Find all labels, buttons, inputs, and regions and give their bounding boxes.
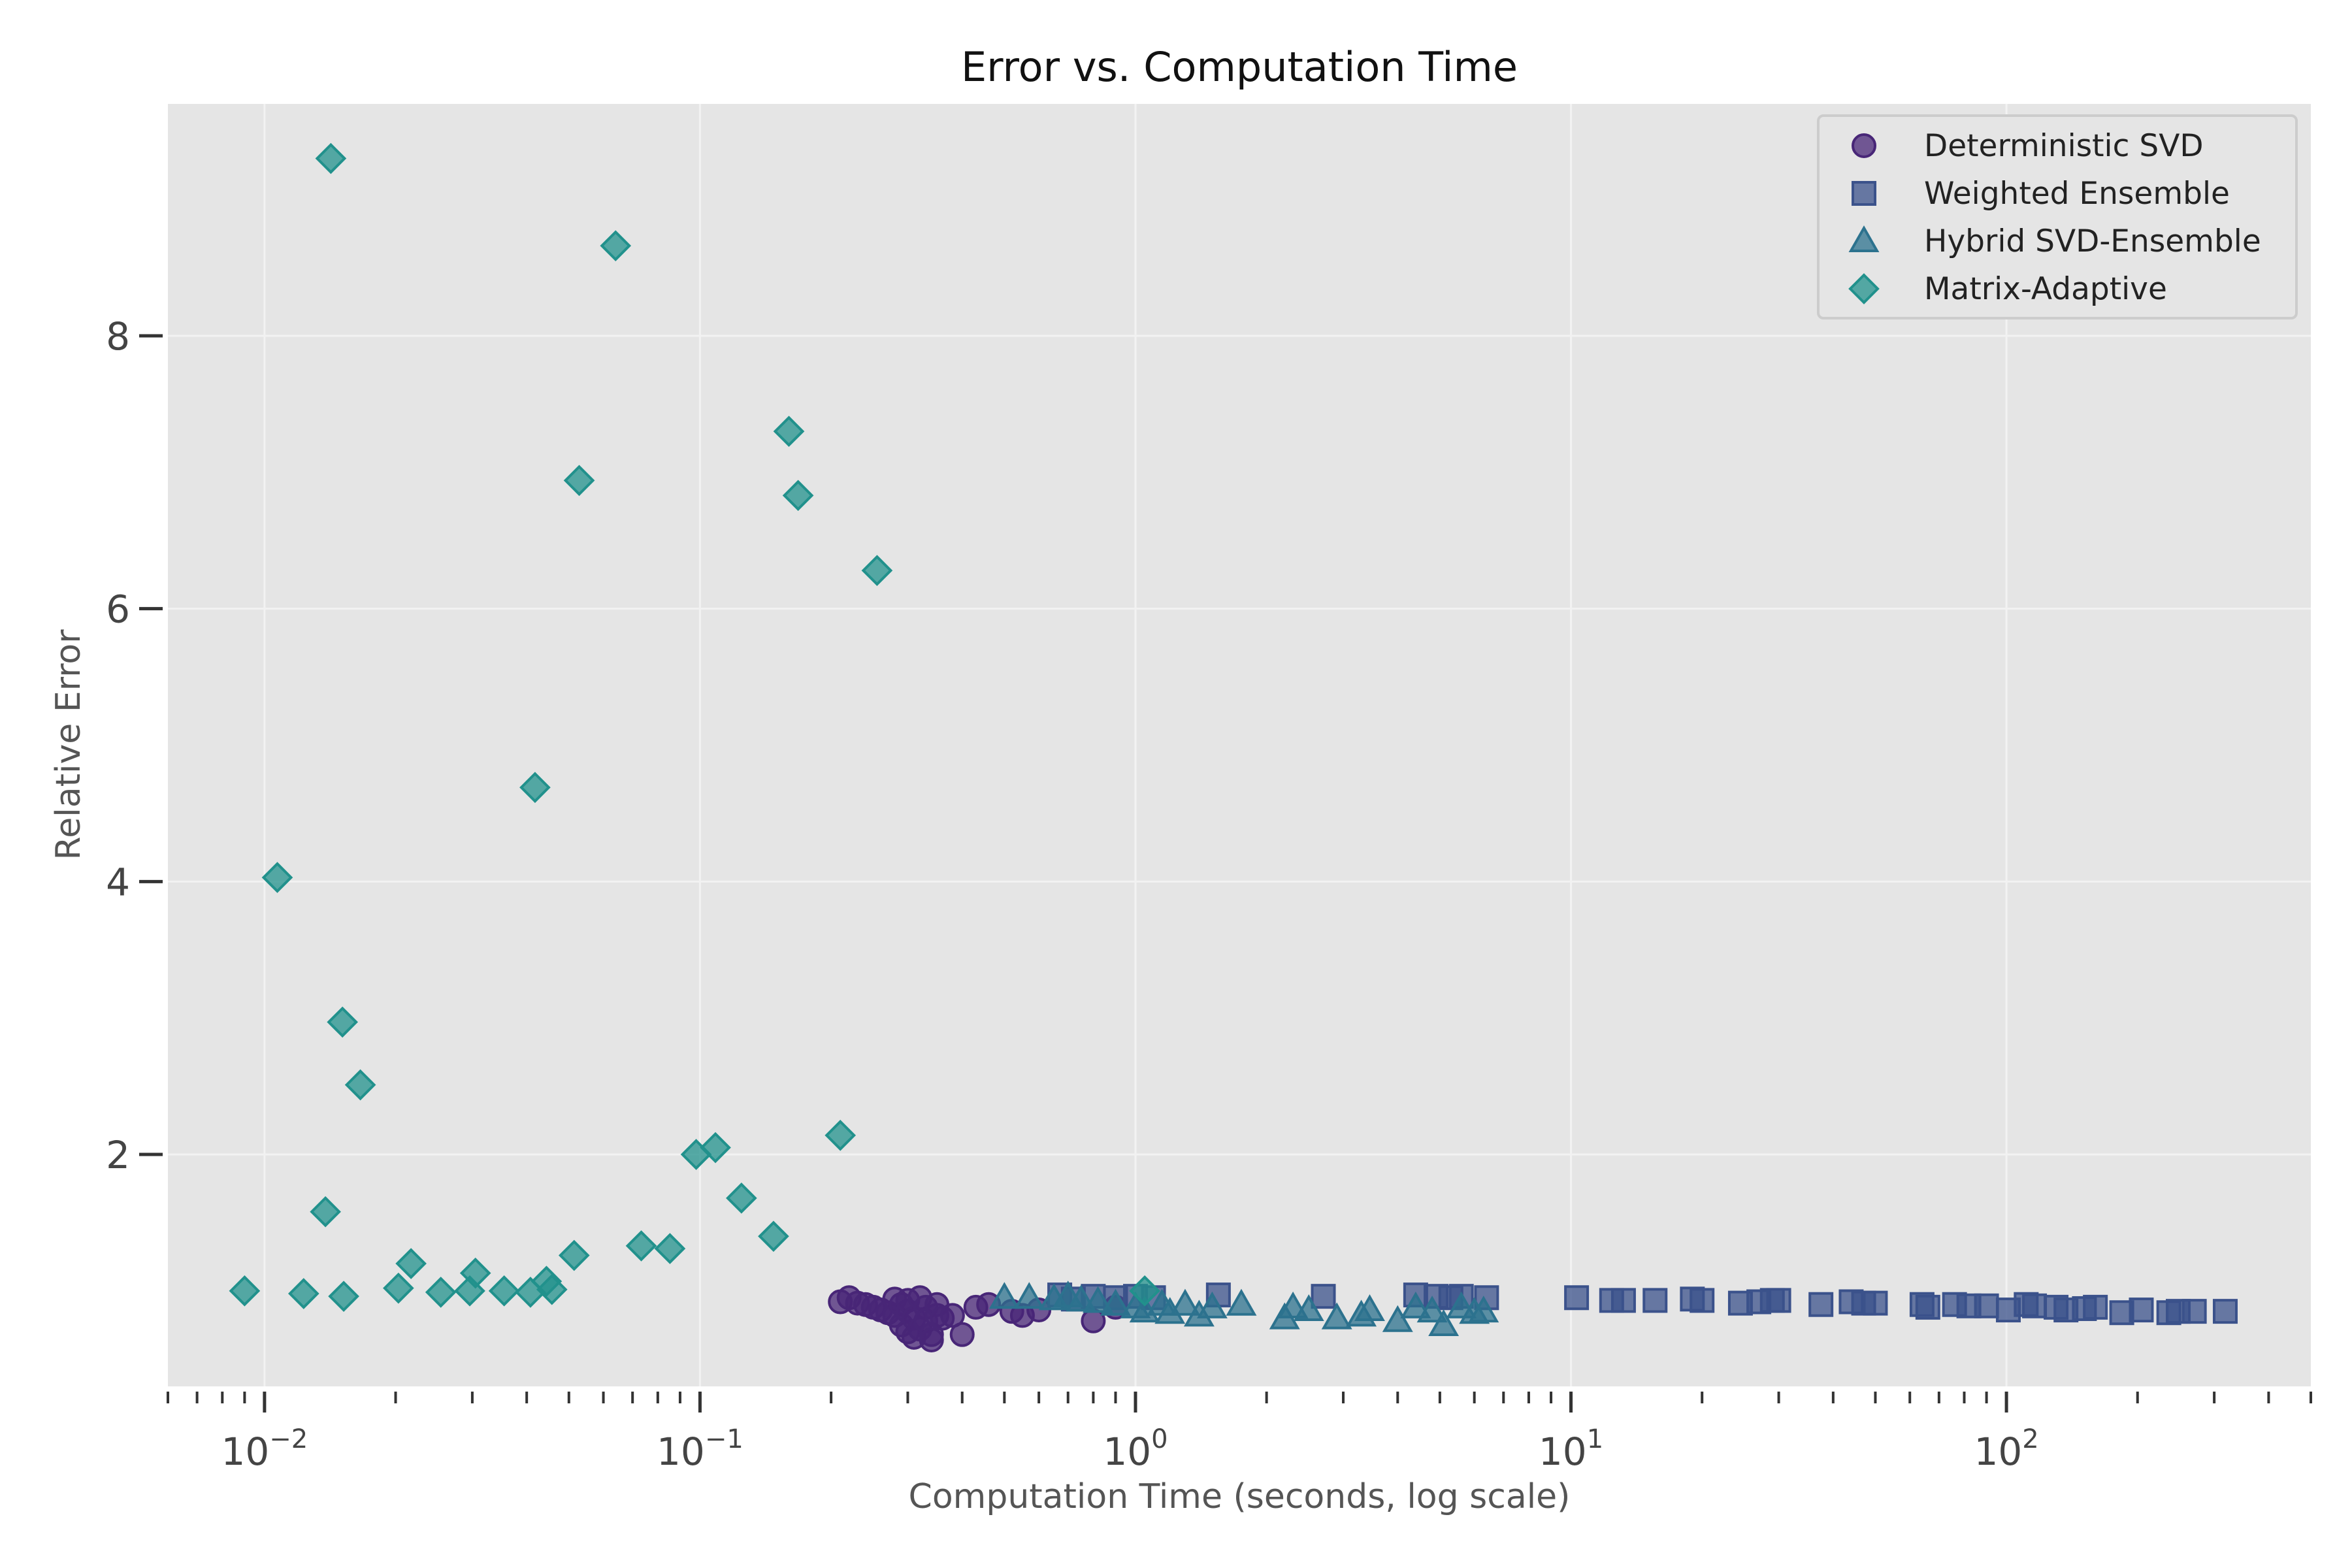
legend-entry: Deterministic SVD: [1852, 128, 2204, 164]
legend-box: [1817, 114, 2298, 319]
data-point: [1974, 1293, 1999, 1318]
data-point: [327, 1006, 359, 1038]
x-tick-label: 10−2: [221, 1424, 308, 1474]
y-tick-label: 8: [106, 314, 130, 359]
data-point: [1428, 1309, 1460, 1337]
data-point: [2022, 1293, 2048, 1318]
data-point: [1083, 1286, 1113, 1313]
data-point: [1468, 1296, 1499, 1323]
data-point: [310, 1196, 341, 1228]
data-point: [1081, 1308, 1106, 1333]
legend-entry: Hybrid SVD-Ensemble: [1848, 223, 2261, 259]
data-point: [988, 1282, 1020, 1309]
data-point: [563, 465, 595, 497]
x-axis-label: Computation Time (seconds, log scale): [909, 1477, 1571, 1516]
legend: Deterministic SVD Weighted Ensemble Hybrid…: [1817, 114, 2298, 319]
axes: 2 4 6 8 10−2 10−1 100 101 102: [106, 314, 2312, 1474]
data-point: [1808, 1292, 1834, 1317]
data-point: [2129, 1298, 2154, 1323]
data-point: [425, 1277, 457, 1308]
data-point: [536, 1273, 568, 1305]
data-point: [1129, 1275, 1160, 1307]
data-point: [1382, 1305, 1413, 1332]
y-tick-label: 2: [106, 1133, 130, 1177]
legend-label: Deterministic SVD: [1924, 128, 2204, 164]
data-point: [1863, 1290, 1888, 1316]
legend-marker: [1848, 225, 1880, 252]
data-point: [1610, 1288, 1636, 1313]
y-axis-label: Relative Error: [49, 629, 88, 860]
data-point: [1311, 1284, 1336, 1309]
data-point: [1293, 1294, 1324, 1322]
series-deterministic-svd: [828, 1285, 1128, 1352]
data-point: [1321, 1302, 1352, 1330]
chart-title: Error vs. Computation Time: [961, 43, 1518, 91]
data-point: [1013, 1282, 1045, 1309]
data-point: [1354, 1294, 1385, 1322]
legend-marker: [1852, 133, 1876, 158]
x-tick-label: 102: [1974, 1424, 2038, 1474]
data-point: [1642, 1288, 1668, 1313]
data-point: [315, 142, 347, 174]
data-point: [1196, 1291, 1228, 1318]
data-point: [1915, 1294, 1940, 1320]
legend-label: Matrix-Adaptive: [1924, 271, 2167, 307]
legend-entry: Matrix-Adaptive: [1848, 271, 2167, 307]
x-tick-label: 101: [1539, 1424, 1603, 1474]
legend-label: Weighted Ensemble: [1924, 176, 2230, 212]
data-point: [1690, 1288, 1715, 1313]
data-point: [1564, 1285, 1590, 1311]
data-point: [558, 1239, 590, 1271]
legend-entry: Weighted Ensemble: [1852, 176, 2230, 212]
data-point: [939, 1303, 965, 1328]
data-marks: [229, 142, 2238, 1352]
data-point: [1400, 1291, 1431, 1318]
data-point: [782, 480, 814, 512]
data-point: [519, 772, 551, 804]
data-point: [1416, 1296, 1448, 1323]
grid: [168, 104, 2311, 1386]
data-point: [383, 1272, 414, 1304]
legend-marker: [1848, 273, 1880, 304]
data-point: [287, 1278, 319, 1309]
data-point: [2181, 1299, 2207, 1324]
data-point: [261, 862, 293, 893]
data-point: [625, 1230, 657, 1262]
data-point: [395, 1248, 427, 1279]
data-point: [229, 1275, 261, 1307]
data-point: [344, 1069, 376, 1101]
data-point: [2212, 1299, 2238, 1324]
data-point: [328, 1281, 359, 1313]
legend-label: Hybrid SVD-Ensemble: [1924, 223, 2261, 259]
data-point: [600, 230, 632, 262]
series-hybrid-svd-ensemble: [988, 1281, 1499, 1337]
data-point: [488, 1275, 520, 1307]
data-point: [825, 1119, 857, 1151]
data-point: [1169, 1288, 1201, 1316]
data-point: [773, 416, 805, 448]
data-point: [700, 1132, 731, 1164]
data-point: [949, 1322, 975, 1347]
legend-marker: [1852, 181, 1876, 206]
data-point: [1100, 1288, 1131, 1316]
data-point: [861, 555, 893, 587]
y-tick-label: 4: [106, 860, 130, 904]
data-point: [919, 1327, 944, 1352]
data-point: [654, 1233, 686, 1264]
x-tick-label: 10−1: [657, 1424, 743, 1474]
data-point: [726, 1182, 757, 1214]
data-point: [758, 1220, 789, 1252]
x-tick-label: 100: [1103, 1424, 1168, 1474]
data-point: [459, 1257, 491, 1289]
data-point: [1766, 1288, 1791, 1313]
series-matrix-adaptive: [229, 142, 1160, 1313]
data-point: [1746, 1289, 1772, 1315]
data-point: [1226, 1288, 1257, 1316]
y-tick-label: 6: [106, 587, 130, 632]
data-point: [2083, 1294, 2108, 1320]
